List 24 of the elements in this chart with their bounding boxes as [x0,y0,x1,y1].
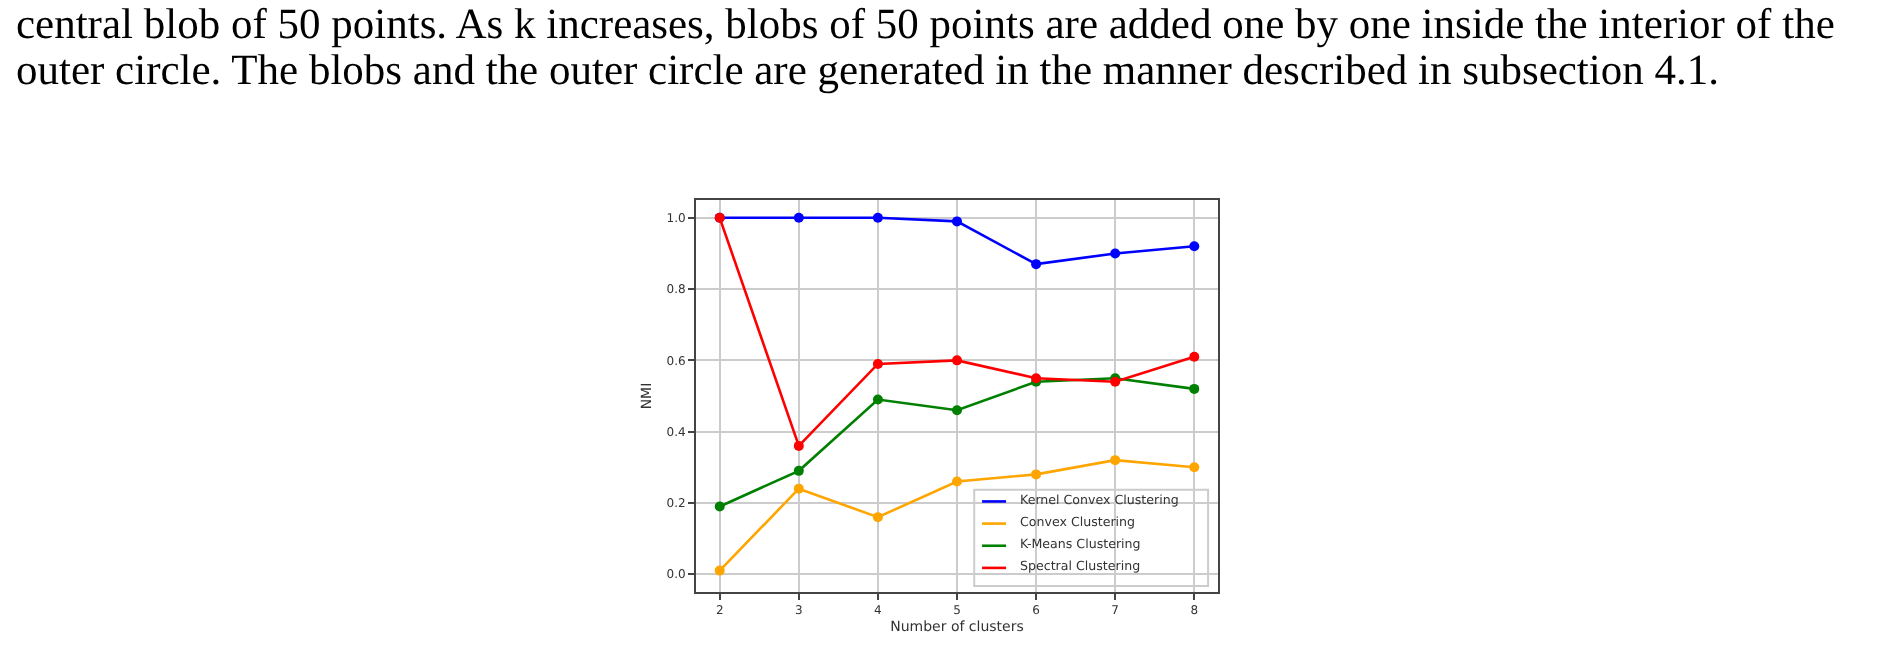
point [714,565,725,576]
point [1110,455,1121,466]
point [1110,248,1121,259]
point [872,358,883,369]
point [952,476,962,487]
point [872,512,883,523]
point [1189,462,1200,473]
point [872,394,883,405]
point [1189,241,1200,252]
point [1031,259,1042,270]
text: central blob of 50 points. As k increases, blobs of 50 points are added one by one inside the interior of the [16,0,1835,48]
point [872,212,883,223]
point [1189,383,1200,394]
point [793,440,804,451]
point [793,465,804,476]
text: outer circle. The blobs and the outer circle are generated in the manner described in subsection 4.1. [16,46,1720,94]
point [1189,351,1200,362]
point [952,216,962,227]
point [793,483,804,494]
point [952,405,962,416]
point [714,501,725,512]
point [952,355,962,366]
point [1031,469,1042,480]
point [793,212,804,223]
